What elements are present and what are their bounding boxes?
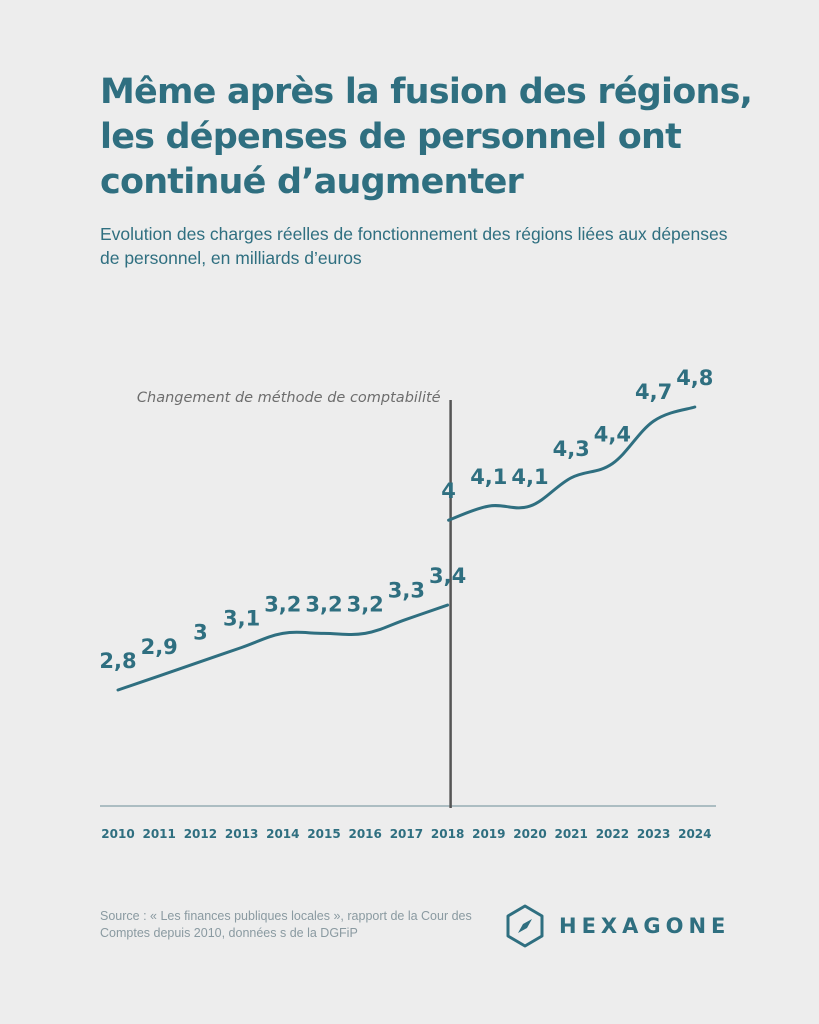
x-tick-label: 2014 bbox=[266, 827, 299, 841]
series-line-before-2018 bbox=[116, 603, 450, 692]
data-label: 4,7 bbox=[635, 380, 672, 404]
x-tick-label: 2015 bbox=[307, 827, 340, 841]
x-tick-label: 2019 bbox=[472, 827, 505, 841]
compass-hexagon-icon bbox=[506, 904, 544, 948]
data-label: 4 bbox=[441, 479, 456, 503]
data-label: 3,2 bbox=[347, 592, 384, 616]
x-tick-label: 2022 bbox=[596, 827, 629, 841]
x-tick-label: 2021 bbox=[554, 827, 587, 841]
data-label: 3,4 bbox=[429, 564, 466, 588]
chart-subtitle: Evolution des charges réelles de fonctio… bbox=[100, 224, 728, 268]
series-line-after-2018 bbox=[447, 405, 697, 522]
x-tick-label: 2018 bbox=[431, 827, 464, 841]
chart-title: Même après la fusion des régions, les dé… bbox=[100, 72, 753, 202]
x-tick-label: 2016 bbox=[348, 827, 381, 841]
data-label: 3,2 bbox=[264, 592, 301, 616]
x-tick-label: 2012 bbox=[184, 827, 217, 841]
x-tick-label: 2024 bbox=[678, 827, 711, 841]
logo-text: HEXAGONE bbox=[559, 914, 731, 938]
x-tick-label: 2023 bbox=[637, 827, 670, 841]
x-tick-label: 2011 bbox=[142, 827, 175, 841]
data-label: 4,4 bbox=[594, 423, 631, 447]
data-label: 4,3 bbox=[553, 437, 590, 461]
data-label: 2,9 bbox=[141, 635, 178, 659]
method-change-annotation: Changement de méthode de comptabilité bbox=[137, 390, 441, 406]
x-tick-label: 2020 bbox=[513, 827, 546, 841]
data-label: 4,1 bbox=[511, 465, 548, 489]
source-note: Source : « Les finances publiques locale… bbox=[100, 909, 472, 940]
x-tick-label: 2010 bbox=[101, 827, 134, 841]
data-label: 4,1 bbox=[470, 465, 507, 489]
data-label: 3 bbox=[193, 621, 208, 645]
x-tick-label: 2017 bbox=[390, 827, 423, 841]
hexagone-logo: HEXAGONE bbox=[505, 904, 730, 948]
data-label: 3,1 bbox=[223, 607, 260, 631]
data-label: 4,8 bbox=[676, 366, 713, 390]
line-chart: 2010 2011 2012 2013 2014 2015 2016 2017 2018 2019… bbox=[99, 366, 716, 841]
data-label: 3,2 bbox=[305, 592, 342, 616]
data-label: 3,3 bbox=[388, 578, 425, 602]
x-tick-label: 2013 bbox=[225, 827, 258, 841]
data-label: 2,8 bbox=[99, 649, 136, 673]
